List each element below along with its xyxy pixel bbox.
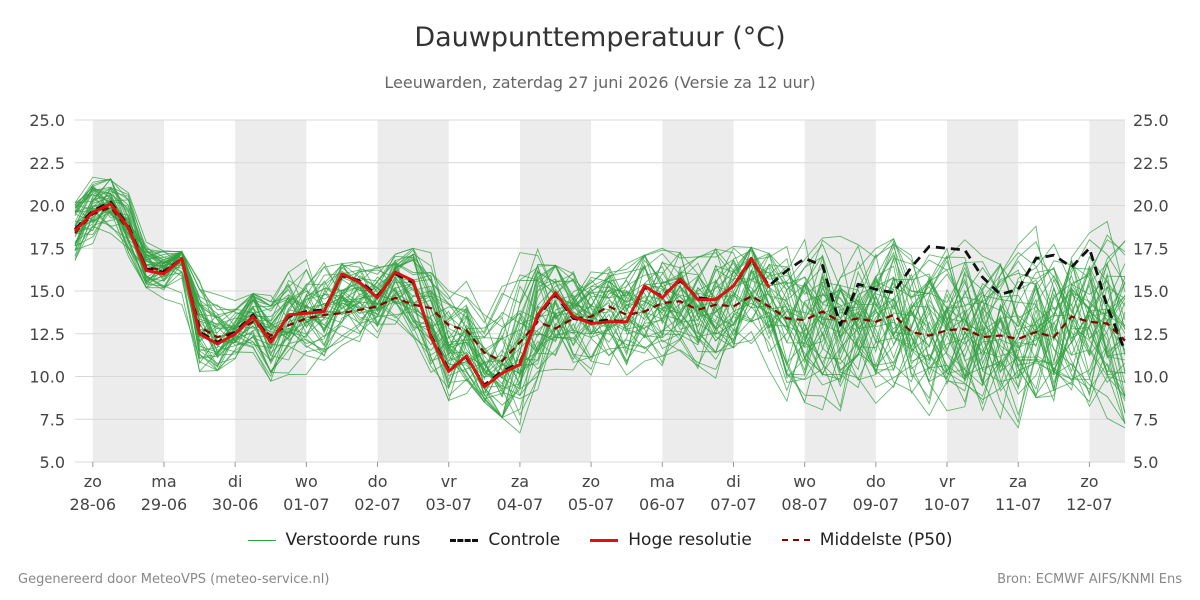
y-tick-right-3: 12.5 [1133, 325, 1169, 344]
ensemble-member-31 [74, 216, 1126, 394]
x-tick-date-13: 11-07 [995, 495, 1042, 514]
ensemble-member-46 [74, 191, 1126, 390]
ensemble-member-35 [74, 196, 1126, 429]
legend-swatch-median [781, 539, 810, 541]
y-tick-right-8: 25.0 [1133, 111, 1169, 130]
legend-label-median: Middelste (P50) [819, 530, 953, 550]
x-tick-day-12: vr [939, 472, 955, 491]
ensemble-member-36 [74, 196, 1126, 377]
x-tick-day-14: zo [1080, 472, 1098, 491]
x-tick-day-4: do [368, 472, 388, 491]
y-tick-right-1: 7.5 [1133, 410, 1158, 429]
legend-swatch-control [450, 538, 479, 542]
x-tick-day-2: di [228, 472, 243, 491]
ensemble-member-47 [74, 186, 1126, 403]
x-tick-date-11: 09-07 [853, 495, 900, 514]
y-tick-right-6: 20.0 [1133, 197, 1169, 216]
ensemble-member-29 [74, 200, 1126, 385]
x-tick-day-11: do [866, 472, 886, 491]
x-tick-date-12: 10-07 [924, 495, 971, 514]
x-tick-day-1: ma [151, 472, 176, 491]
x-tick-date-4: 02-07 [354, 495, 401, 514]
tick-labels-layer: 5.0 5.0 7.5 7.5 10.0 10.0 12.5 12.5 15.0 15.0 17.5… [29, 111, 1168, 514]
ensemble-member-11 [74, 189, 1126, 427]
chart-subtitle: Leeuwarden, zaterdag 27 juni 2026 (Versi… [384, 73, 816, 92]
x-tick-date-2: 30-06 [212, 495, 259, 514]
legend-item-median: Middelste (P50) [781, 530, 953, 550]
ensemble-member-45 [74, 178, 1126, 392]
x-tick-day-6: za [511, 472, 529, 491]
ensemble-member-21 [74, 199, 1126, 397]
y-tick-left-3: 12.5 [29, 325, 65, 344]
x-tick-date-14: 12-07 [1066, 495, 1113, 514]
y-tick-right-7: 22.5 [1133, 154, 1169, 173]
legend-item-control: Controle [450, 530, 560, 550]
x-tick-date-6: 04-07 [497, 495, 544, 514]
main-lines-layer [73, 200, 1127, 389]
series-line-hires [73, 202, 771, 389]
x-tick-date-3: 01-07 [283, 495, 330, 514]
y-tick-left-7: 22.5 [29, 154, 65, 173]
y-tick-right-5: 17.5 [1133, 239, 1169, 258]
x-tick-date-8: 06-07 [639, 495, 686, 514]
y-tick-left-6: 20.0 [29, 197, 65, 216]
footer-credit: Gegenereerd door MeteoVPS (meteo-service… [18, 572, 330, 587]
x-tick-day-0: zo [84, 472, 102, 491]
x-tick-day-8: ma [650, 472, 675, 491]
x-tick-date-5: 03-07 [425, 495, 472, 514]
x-tick-date-0: 28-06 [70, 495, 117, 514]
ensemble-member-42 [74, 193, 1126, 419]
x-tick-date-9: 07-07 [710, 495, 757, 514]
y-tick-left-5: 17.5 [29, 239, 65, 258]
x-tick-day-7: zo [582, 472, 600, 491]
ensemble-member-27 [74, 186, 1126, 409]
y-tick-left-4: 15.0 [29, 282, 65, 301]
ensemble-member-34 [74, 205, 1126, 390]
series-line-median [74, 206, 1126, 363]
chart-title: Dauwpunttemperatuur (°C) [414, 22, 786, 53]
legend-label-ensemble: Verstoorde runs [285, 530, 421, 550]
y-tick-left-2: 10.0 [29, 368, 65, 387]
legend-item-hires: Hoge resolutie [590, 530, 752, 550]
x-tick-date-7: 05-07 [568, 495, 615, 514]
x-tick-day-5: vr [441, 472, 457, 491]
x-tick-date-1: 29-06 [141, 495, 188, 514]
y-tick-left-8: 25.0 [29, 111, 65, 130]
footer-source: Bron: ECMWF AIFS/KNMI Ens [997, 572, 1182, 587]
legend-swatch-ensemble [247, 539, 276, 541]
ensemble-member-6 [74, 192, 1126, 383]
legend: Verstoorde runs Controle Hoge resolutie … [0, 530, 1200, 550]
legend-label-hires: Hoge resolutie [628, 530, 752, 550]
x-tick-day-3: wo [295, 472, 318, 491]
legend-swatch-hires [590, 538, 619, 542]
y-tick-right-4: 15.0 [1133, 282, 1169, 301]
legend-item-ensemble: Verstoorde runs [247, 530, 421, 550]
x-tick-day-13: za [1009, 472, 1027, 491]
y-tick-left-0: 5.0 [40, 453, 65, 472]
series-line-control [73, 200, 1127, 387]
ensemble-member-16 [74, 197, 1126, 423]
x-tick-date-10: 08-07 [781, 495, 828, 514]
y-tick-right-2: 10.0 [1133, 368, 1169, 387]
y-tick-left-1: 7.5 [40, 410, 65, 429]
y-tick-right-0: 5.0 [1133, 453, 1158, 472]
x-tick-day-10: wo [793, 472, 816, 491]
ensemble-member-48 [74, 226, 1126, 413]
x-tick-day-9: di [726, 472, 741, 491]
legend-label-control: Controle [488, 530, 561, 550]
